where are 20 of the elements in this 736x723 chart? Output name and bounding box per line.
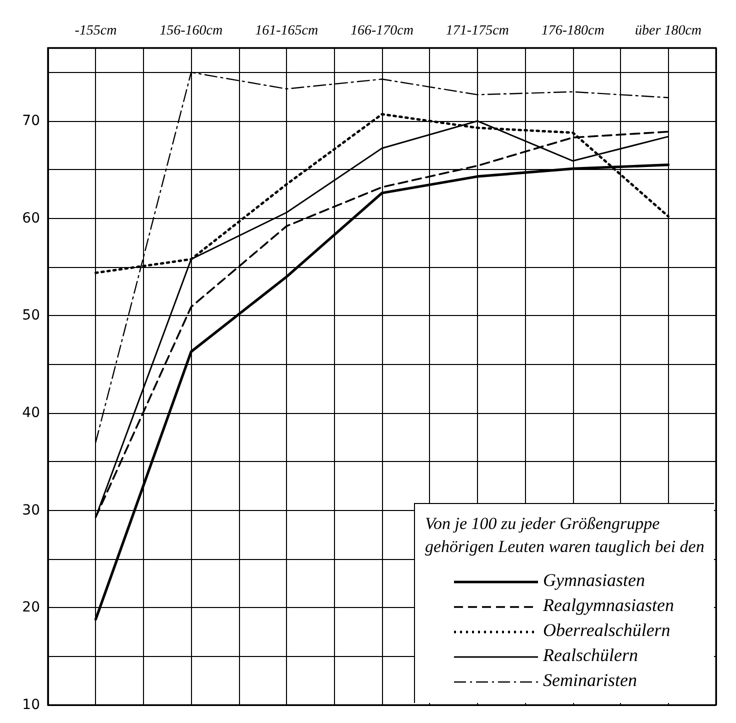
x-tick-label: 166-170cm [350,24,414,38]
x-tick-label: 156-160cm [160,24,223,38]
legend-label: Seminaristen [543,669,637,692]
legend-title: Von je 100 zu jeder Größengruppe gehörigen Leuten waren tauglich bei den [425,513,706,558]
y-tick-label: 70 [22,113,40,129]
y-tick-label: 60 [22,210,40,226]
legend-label: Realschülern [543,644,638,667]
y-tick-label: 30 [22,502,40,518]
legend-label: Oberrealschülern [543,619,670,642]
y-tick-label: 40 [22,405,40,421]
x-tick-label: 176-180cm [541,24,604,38]
x-tick-label: über 180cm [635,24,702,38]
legend-label: Realgymnasiasten [543,594,674,617]
x-tick-label: 171-175cm [446,24,509,38]
legend-label: Gymnasiasten [543,569,645,592]
x-tick-label: 161-165cm [255,24,318,38]
y-tick-label: 10 [22,697,40,713]
x-tick-label: -155cm [74,24,117,38]
y-tick-label: 20 [22,600,40,616]
y-tick-label: 50 [22,308,40,324]
